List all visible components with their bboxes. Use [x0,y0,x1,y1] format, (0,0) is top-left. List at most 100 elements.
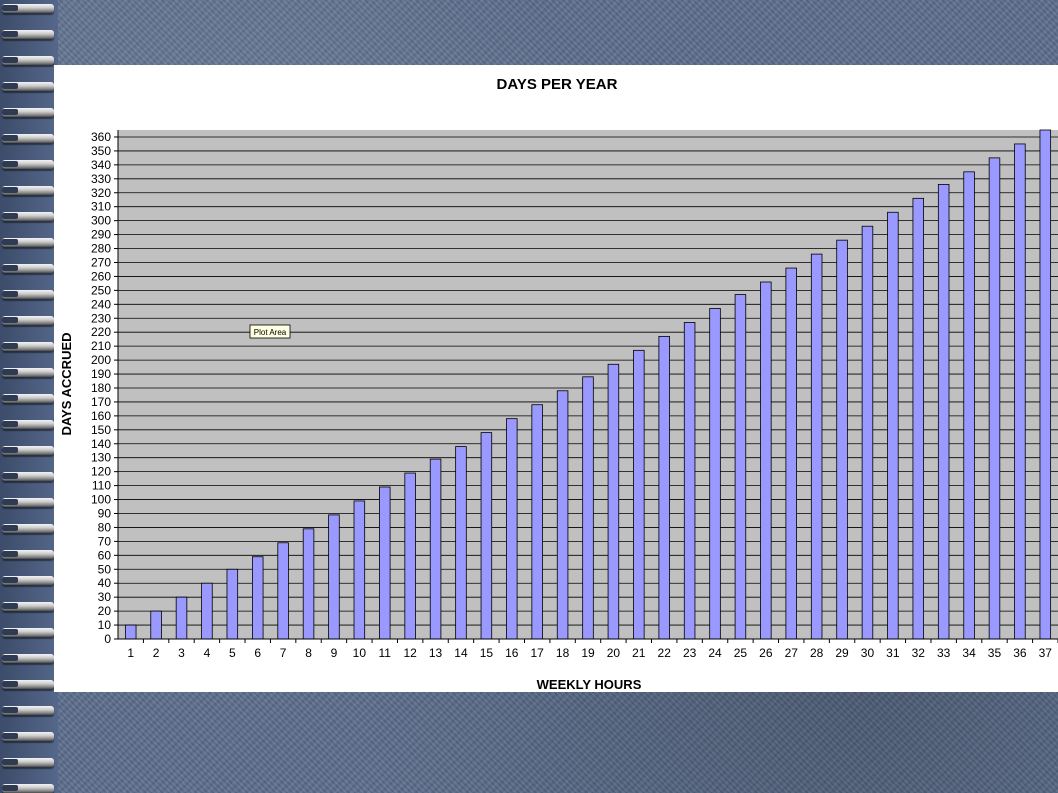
spiral-coil [2,30,54,39]
bar-9[interactable] [328,514,340,640]
x-tick-label: 24 [708,646,722,660]
bar-16[interactable] [506,418,518,640]
y-tick-label: 360 [91,130,111,144]
bar-11[interactable] [379,486,391,640]
spiral-coil [2,186,54,195]
spiral-coil [2,264,54,273]
spiral-coil [2,342,54,351]
bar-20[interactable] [607,363,620,640]
bar-25[interactable] [734,294,747,640]
spiral-coil [2,602,54,611]
y-tick-label: 40 [98,576,112,590]
x-tick-label: 35 [988,646,1002,660]
x-tick-label: 26 [759,646,773,660]
bar-36[interactable] [1014,143,1026,640]
bar-2[interactable] [150,610,162,640]
y-tick-label: 70 [98,534,112,548]
bar-17[interactable] [531,404,543,640]
y-tick-label: 280 [91,242,111,256]
spiral-coil [2,82,54,91]
bar-24[interactable] [709,308,721,640]
y-tick-label: 330 [91,172,111,186]
bar-29[interactable] [836,239,848,640]
bar-31[interactable] [887,211,899,640]
y-tick-label: 240 [91,297,111,311]
y-tick-label: 350 [91,144,111,158]
spiral-coil [2,576,54,585]
bar-6[interactable] [251,556,264,640]
y-tick-label: 130 [91,451,111,465]
y-tick-label: 150 [91,423,111,437]
bar-21[interactable] [633,349,645,640]
spiral-coil [2,212,54,221]
plot-area-tooltip: Plot Area [249,324,291,339]
y-tick-label: 140 [91,437,111,451]
x-tick-label: 9 [331,646,338,660]
x-tick-label: 21 [632,646,646,660]
bar-12[interactable] [404,472,416,640]
bar-15[interactable] [480,432,493,640]
bar-27[interactable] [785,267,797,640]
spiral-coil [2,56,54,65]
spiral-coil [2,472,54,481]
x-tick-label: 14 [454,646,468,660]
y-tick-label: 170 [91,395,111,409]
bar-14[interactable] [455,446,467,640]
y-tick-label: 260 [91,269,111,283]
spiral-coil [2,134,54,143]
x-tick-label: 3 [178,646,185,660]
x-tick-label: 33 [937,646,951,660]
bar-28[interactable] [810,253,823,640]
spiral-coil [2,654,54,663]
spiral-coil [2,498,54,507]
x-tick-label: 17 [531,646,545,660]
spiral-coil [2,290,54,299]
y-tick-label: 230 [91,311,111,325]
spiral-coil [2,4,54,13]
x-tick-label: 32 [912,646,926,660]
bar-33[interactable] [937,183,950,640]
y-tick-label: 320 [91,186,111,200]
bar-26[interactable] [760,281,772,640]
spiral-coil [2,160,54,169]
bar-10[interactable] [353,500,366,640]
bar-4[interactable] [201,582,213,640]
spiral-coil [2,316,54,325]
y-axis-tick-labels: 0102030405060708090100110120130140150160… [91,130,118,646]
y-tick-label: 250 [91,283,111,297]
spiral-coil [2,706,54,715]
y-tick-label: 220 [91,325,111,339]
bar-5[interactable] [226,568,239,640]
y-tick-label: 190 [91,367,111,381]
x-tick-label: 5 [229,646,236,660]
x-tick-label: 27 [785,646,799,660]
bar-19[interactable] [582,376,594,640]
spiral-coil [2,368,54,377]
bar-37[interactable] [1039,129,1052,640]
bar-30[interactable] [861,225,874,640]
bar-32[interactable] [912,197,925,640]
x-axis-label: WEEKLY HOURS [537,677,642,692]
x-tick-label: 4 [204,646,211,660]
bar-7[interactable] [277,542,289,640]
x-tick-label: 1 [127,646,134,660]
x-tick-label: 29 [835,646,849,660]
bar-1[interactable] [124,624,137,640]
spiral-coil [2,628,54,637]
bar-3[interactable] [175,596,188,640]
x-tick-label: 37 [1039,646,1053,660]
bar-34[interactable] [963,171,975,640]
bar-23[interactable] [683,322,696,640]
spiral-coil [2,446,54,455]
y-tick-label: 90 [98,506,112,520]
y-tick-label: 210 [91,339,111,353]
bar-22[interactable] [658,335,670,640]
spiral-coil [2,550,54,559]
bar-8[interactable] [302,528,315,640]
bar-35[interactable] [988,157,1001,640]
y-tick-label: 80 [98,520,112,534]
x-tick-label: 19 [581,646,595,660]
x-tick-label: 7 [280,646,287,660]
bar-13[interactable] [429,458,442,640]
bar-18[interactable] [556,390,569,640]
